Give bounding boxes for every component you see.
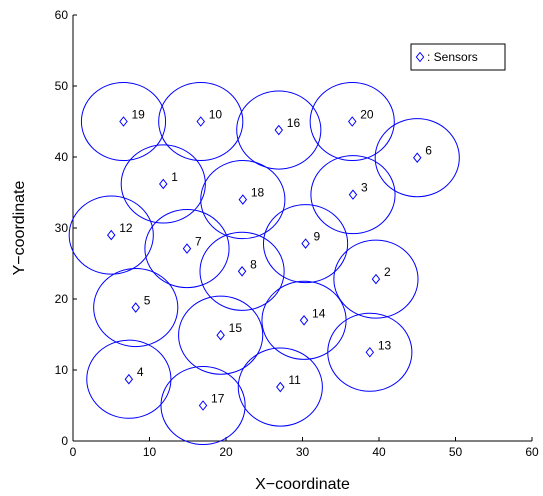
sensor-marker (413, 152, 422, 164)
sensor-marker (348, 189, 358, 200)
axis-ticks: 0 10 20 30 40 50 60 0 10 20 30 40 50 60 (55, 8, 539, 459)
coverage-circle (310, 155, 396, 235)
coverage-circle (374, 118, 460, 198)
sensor-marker (301, 238, 310, 249)
coverage-circle (120, 144, 206, 224)
sensor-label: 19 (131, 108, 145, 122)
y-tick-label: 60 (55, 8, 69, 22)
coverage-circle (68, 195, 154, 275)
coverage-circle (160, 365, 246, 446)
sensor-label: 6 (425, 144, 432, 158)
coverage-circle (144, 209, 230, 289)
coverage-circle (327, 312, 413, 392)
sensor-marker (299, 314, 309, 326)
y-axis-label: Y−coordinate (11, 181, 28, 276)
sensor-marker (159, 178, 168, 190)
x-tick-label: 60 (525, 445, 539, 459)
sensor-marker (371, 273, 381, 285)
coverage-circle (93, 267, 179, 348)
coverage-circle (236, 90, 322, 170)
coverage-circle (80, 81, 167, 162)
sensor-marker (365, 346, 375, 358)
x-tick-label: 20 (219, 445, 233, 459)
x-tick-label: 50 (449, 445, 463, 459)
sensor-label: 3 (361, 181, 368, 195)
coverage-circle (158, 81, 244, 162)
sensor-label: 4 (137, 365, 144, 379)
coverage-circle (200, 160, 286, 240)
sensor-label: 8 (250, 257, 257, 271)
sensor-markers (107, 116, 422, 411)
x-tick-label: 10 (143, 445, 157, 459)
sensor-label: 9 (314, 230, 321, 244)
sensor-marker (216, 329, 225, 341)
sensor-label: 17 (211, 392, 225, 406)
y-tick-label: 20 (55, 292, 69, 306)
sensor-label: 10 (209, 108, 223, 122)
coverage-circle (86, 339, 172, 419)
sensor-marker (131, 302, 140, 313)
sensor-label: 15 (229, 321, 243, 335)
sensor-label: 14 (312, 306, 326, 320)
coverage-circle (333, 239, 419, 319)
sensor-marker (198, 400, 208, 411)
y-tick-label: 0 (61, 434, 68, 448)
sensor-label: 1 (171, 170, 178, 184)
legend: : Sensors (410, 43, 506, 71)
sensor-label: 16 (287, 116, 301, 130)
sensor-label: 18 (251, 186, 265, 200)
sensor-marker (237, 266, 247, 277)
sensor-marker (124, 373, 134, 385)
coverage-circle (178, 295, 264, 375)
coverage-circle (199, 231, 285, 311)
y-tick-label: 40 (55, 150, 69, 164)
sensor-label: 5 (144, 294, 151, 308)
legend-entry: : Sensors (427, 50, 478, 64)
sensor-marker (196, 116, 205, 127)
coverage-circle (261, 280, 347, 360)
y-tick-label: 30 (55, 221, 69, 235)
sensor-label: 20 (360, 108, 374, 122)
sensor-label: 7 (195, 235, 202, 249)
y-tick-label: 10 (55, 363, 69, 377)
x-axis-label: X−coordinate (255, 476, 350, 493)
coverage-circle (309, 81, 395, 162)
sensor-label: 2 (384, 265, 391, 279)
coverage-circle (262, 204, 349, 284)
coverage-circles (68, 81, 460, 446)
sensor-label: 13 (378, 338, 392, 352)
sensor-label: 12 (119, 221, 133, 235)
sensor-marker (347, 116, 357, 127)
sensor-marker (238, 194, 248, 205)
y-tick-label: 50 (55, 79, 69, 93)
legend-box (410, 43, 506, 71)
sensor-marker (182, 243, 192, 254)
x-tick-label: 30 (296, 445, 310, 459)
coverage-circle (237, 347, 323, 427)
x-tick-label: 40 (372, 445, 386, 459)
sensor-marker (107, 229, 116, 241)
sensor-marker (276, 381, 285, 393)
sensor-marker (119, 116, 128, 127)
sensor-marker (274, 124, 284, 136)
sensor-label: 11 (288, 373, 301, 387)
x-tick-label: 0 (70, 445, 77, 459)
legend-diamond-icon (415, 51, 425, 63)
